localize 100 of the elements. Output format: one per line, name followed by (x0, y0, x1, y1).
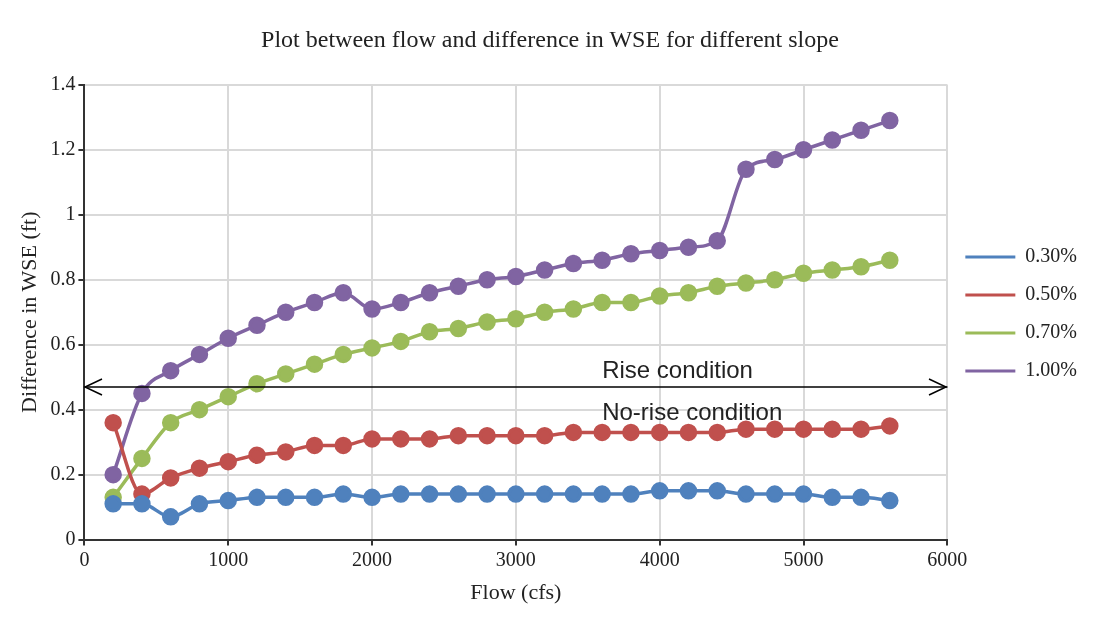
point (564, 423, 583, 442)
point (852, 257, 870, 276)
point (852, 121, 870, 140)
point (133, 384, 151, 403)
point (708, 277, 726, 295)
point (823, 261, 842, 279)
point (392, 332, 410, 351)
point (679, 283, 698, 302)
point (650, 241, 669, 260)
point (593, 293, 611, 312)
point (190, 495, 209, 513)
point (305, 436, 324, 455)
y-axis-title: Difference in WSE (ft) (15, 211, 41, 413)
legend-label: 1.00% (1025, 358, 1078, 381)
point (248, 488, 266, 507)
point (593, 485, 611, 503)
point (420, 430, 439, 448)
point (305, 293, 324, 312)
chart-title: Plot between flow and difference in WSE for different slope (261, 25, 839, 52)
legend-label: 0.50% (1025, 282, 1078, 305)
y-tick-label: 1.2 (50, 137, 76, 160)
point (650, 423, 669, 442)
point (881, 111, 899, 130)
point (363, 488, 381, 507)
point (219, 491, 237, 510)
point (766, 270, 784, 289)
point (679, 238, 698, 256)
point (766, 150, 784, 169)
y-tick-label: 1 (65, 201, 76, 224)
point (794, 420, 813, 438)
point (363, 430, 381, 448)
point (823, 420, 842, 438)
point (334, 436, 353, 455)
point (766, 420, 784, 438)
point (449, 485, 468, 503)
point (507, 267, 525, 286)
x-tick-label: 1000 (208, 547, 249, 570)
point (478, 485, 496, 503)
point (277, 443, 295, 461)
x-axis-title: Flow (cfs) (470, 578, 562, 604)
point (277, 303, 295, 321)
point (248, 446, 266, 464)
point (622, 244, 640, 263)
point (535, 261, 554, 279)
point (161, 469, 180, 487)
point (392, 485, 410, 503)
point (535, 485, 554, 503)
point (133, 449, 151, 468)
point (881, 491, 899, 510)
point (737, 420, 755, 438)
point (219, 387, 237, 406)
point (679, 482, 698, 500)
annotation: No-rise condition (602, 397, 783, 425)
point (478, 426, 496, 445)
point (392, 293, 410, 312)
point (708, 423, 726, 442)
point (104, 465, 122, 484)
point (363, 300, 381, 318)
point (881, 251, 899, 269)
point (334, 485, 353, 503)
point (823, 488, 842, 507)
ref-line-label: Rise condition (602, 355, 753, 383)
point (794, 264, 813, 282)
point (766, 485, 784, 503)
point (650, 482, 669, 500)
y-tick-label: 0.4 (50, 396, 76, 419)
point (420, 322, 439, 341)
point (133, 495, 151, 513)
point (852, 420, 870, 438)
point (305, 355, 324, 373)
point (334, 283, 353, 302)
legend-label: 0.70% (1025, 320, 1078, 343)
point (564, 254, 583, 273)
point (161, 413, 180, 432)
point (478, 313, 496, 331)
point (420, 485, 439, 503)
point (794, 485, 813, 503)
point (305, 488, 324, 507)
point (622, 293, 640, 312)
point (478, 270, 496, 289)
point (708, 482, 726, 500)
y-tick-label: 0.8 (50, 266, 76, 289)
point (248, 316, 266, 334)
point (219, 329, 237, 347)
point (622, 423, 640, 442)
point (190, 459, 209, 477)
point (219, 452, 237, 471)
point (737, 160, 755, 179)
point (823, 131, 842, 149)
point (737, 274, 755, 292)
point (334, 345, 353, 364)
point (104, 413, 122, 432)
y-tick-label: 0.2 (50, 461, 76, 484)
point (535, 303, 554, 321)
point (622, 485, 640, 503)
point (679, 423, 698, 442)
y-tick-label: 0.6 (50, 331, 76, 354)
point (161, 508, 180, 526)
x-tick-label: 2000 (352, 547, 393, 570)
y-tick-label: 1.4 (50, 72, 76, 95)
